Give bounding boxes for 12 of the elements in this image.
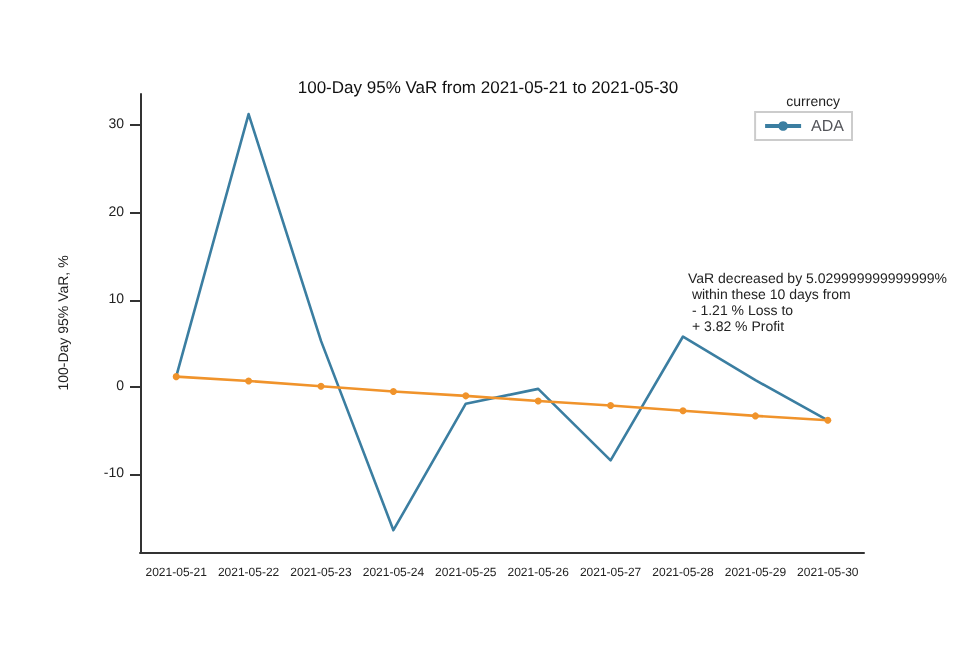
point: [462, 392, 470, 400]
point: [317, 382, 325, 390]
point: [679, 407, 687, 415]
legend-label: ADA: [811, 117, 846, 135]
point: [389, 387, 397, 395]
point: [534, 397, 542, 405]
point: [245, 377, 253, 385]
point: [824, 416, 832, 424]
point: [172, 373, 180, 381]
point: [607, 401, 615, 409]
chart-title: 100-Day 95% VaR from 2021-05-21 to 2021-05-30: [297, 77, 679, 97]
point: [751, 412, 759, 420]
